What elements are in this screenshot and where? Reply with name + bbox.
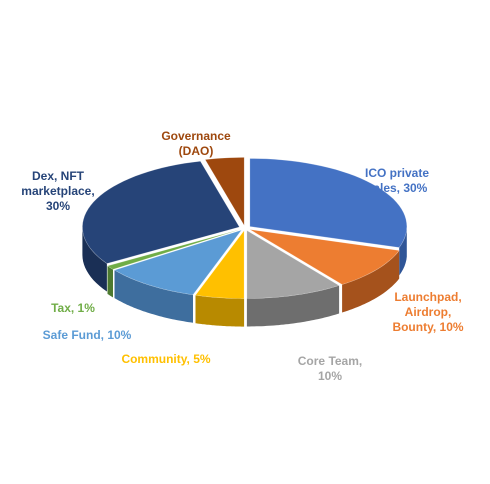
pie-slice-sides	[82, 225, 407, 327]
slice-label: Tax, 1%	[51, 301, 95, 315]
slice-label: Safe Fund, 10%	[43, 328, 132, 342]
slice-label-line: ICO private	[365, 166, 429, 180]
pie-slice	[113, 229, 243, 296]
pie-slice-side	[114, 270, 193, 323]
slice-label-line: Launchpad,	[394, 290, 461, 304]
slice-label-line: (DAO)	[179, 144, 214, 158]
slice-label-line: Dex, NFT	[32, 169, 85, 183]
slice-label: Core Team, 10%	[298, 354, 362, 383]
pie-slice	[246, 229, 340, 299]
slice-label: Launchpad, Airdrop, Bounty, 10%	[392, 290, 463, 334]
pie-slice	[106, 229, 241, 270]
slice-label: Community, 5%	[121, 352, 210, 366]
slice-label-line: sales, 30%	[367, 181, 428, 195]
slice-label-line: 30%	[46, 199, 70, 213]
pie-slice	[194, 229, 245, 299]
pie-slice	[82, 160, 240, 264]
pie-slice-side	[107, 265, 113, 298]
slice-label-line: Core Team,	[298, 354, 362, 368]
pie-slice-side	[195, 295, 245, 327]
slice-label-line: Community, 5%	[121, 352, 210, 366]
slice-label-line: 10%	[318, 369, 342, 383]
slice-label-line: Safe Fund, 10%	[43, 328, 132, 342]
slice-label-line: Governance	[161, 129, 231, 143]
pie-slice-side	[342, 250, 400, 313]
slice-label-line: Airdrop,	[405, 305, 452, 319]
pie-slice-side	[82, 227, 107, 292]
slice-label: Governance (DAO)	[161, 129, 231, 158]
pie-slice-side	[399, 225, 407, 276]
pie-slice-side	[246, 285, 340, 327]
pie-slice	[249, 158, 408, 248]
pie-slice-tops	[82, 157, 408, 299]
slice-label: Dex, NFT marketplace, 30%	[21, 169, 94, 213]
slice-label-line: Tax, 1%	[51, 301, 95, 315]
pie-slice	[249, 229, 400, 285]
slice-label-line: Bounty, 10%	[392, 320, 463, 334]
slice-label-line: marketplace,	[21, 184, 94, 198]
slice-label: ICO private sales, 30%	[365, 166, 429, 195]
pie-labels: ICO private sales, 30% Launchpad, Airdrop, B…	[21, 129, 464, 383]
pie-slice	[204, 157, 245, 227]
